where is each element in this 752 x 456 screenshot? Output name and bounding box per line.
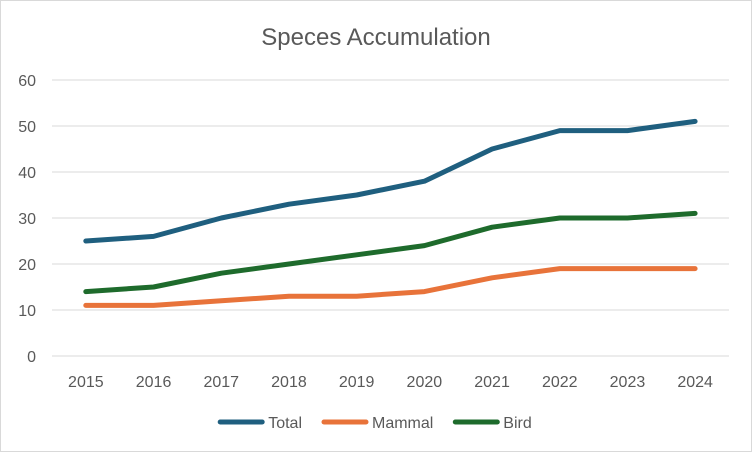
y-tick-label: 60 [18, 73, 36, 90]
y-tick-label: 0 [27, 349, 36, 366]
x-tick-label: 2024 [677, 374, 713, 391]
x-tick-label: 2016 [136, 374, 172, 391]
series-lines [83, 118, 698, 308]
series-line-bird [83, 210, 698, 295]
series-line-total [83, 118, 698, 244]
x-tick-label: 2022 [542, 374, 578, 391]
x-tick-label: 2021 [474, 374, 510, 391]
x-tick-label: 2015 [68, 374, 104, 391]
y-axis-tick-labels: 0 10 20 30 40 50 60 [18, 73, 36, 366]
y-tick-label: 10 [18, 303, 36, 320]
x-tick-label: 2017 [203, 374, 239, 391]
legend-label: Mammal [372, 415, 433, 432]
chart-title: Speces Accumulation [261, 24, 490, 51]
legend-item-bird: Bird [452, 415, 532, 432]
y-tick-label: 20 [18, 257, 36, 274]
x-tick-label: 2019 [339, 374, 375, 391]
legend: Total Mammal Bird [217, 415, 532, 432]
y-tick-label: 50 [18, 119, 36, 136]
legend-item-mammal: Mammal [321, 415, 433, 432]
gridlines [52, 79, 729, 357]
y-tick-label: 30 [18, 211, 36, 228]
legend-item-total: Total [217, 415, 302, 432]
x-axis-tick-labels: 2015 2016 2017 2018 2019 2020 2021 2022 2023 2024 [68, 374, 713, 391]
y-tick-label: 40 [18, 165, 36, 182]
x-tick-label: 2018 [271, 374, 307, 391]
x-tick-label: 2023 [610, 374, 646, 391]
legend-label: Total [268, 415, 302, 432]
x-tick-label: 2020 [407, 374, 443, 391]
series-line-mammal [83, 266, 698, 308]
legend-label: Bird [503, 415, 531, 432]
